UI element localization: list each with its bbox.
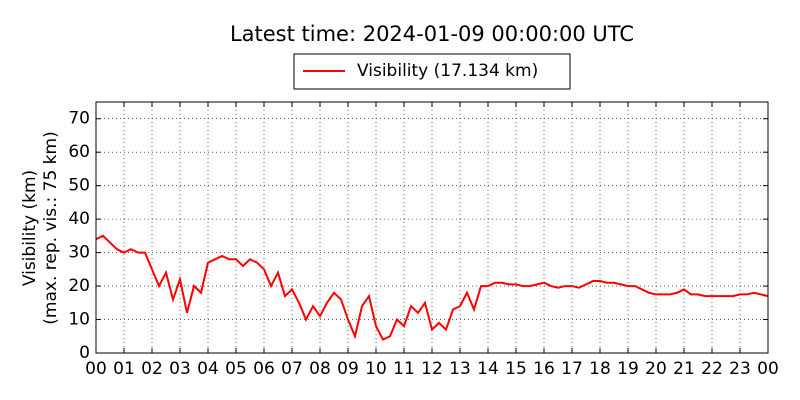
x-tick-label: 14 <box>477 359 499 379</box>
x-tick-label: 19 <box>617 359 639 379</box>
x-tick-label: 15 <box>505 359 527 379</box>
x-tick-label: 12 <box>421 359 443 379</box>
x-tick-label: 06 <box>253 359 275 379</box>
y-tick-label: 60 <box>68 142 90 162</box>
y-tick-label: 40 <box>68 209 90 229</box>
x-tick-label: 23 <box>729 359 751 379</box>
y-axis-label: (max. rep. vis.: 75 km) <box>41 131 61 324</box>
x-tick-label: 01 <box>113 359 135 379</box>
x-tick-label: 11 <box>393 359 415 379</box>
x-tick-label: 05 <box>225 359 247 379</box>
x-tick-label: 21 <box>673 359 695 379</box>
y-tick-label: 30 <box>68 243 90 263</box>
x-tick-label: 18 <box>589 359 611 379</box>
x-tick-label: 17 <box>561 359 583 379</box>
y-tick-label: 10 <box>68 310 90 330</box>
x-tick-label: 00 <box>757 359 779 379</box>
y-tick-label: 0 <box>79 343 90 363</box>
x-tick-label: 07 <box>281 359 303 379</box>
y-tick-label: 70 <box>68 109 90 129</box>
x-tick-label: 20 <box>645 359 667 379</box>
x-tick-label: 00 <box>85 359 107 379</box>
x-tick-label: 22 <box>701 359 723 379</box>
x-tick-label: 03 <box>169 359 191 379</box>
x-tick-label: 02 <box>141 359 163 379</box>
chart-title: Latest time: 2024-01-09 00:00:00 UTC <box>230 22 634 46</box>
y-tick-label: 50 <box>68 176 90 196</box>
plot-frame <box>95 101 769 354</box>
x-tick-label: 13 <box>449 359 471 379</box>
x-tick-label: 04 <box>197 359 219 379</box>
x-tick-label: 16 <box>533 359 555 379</box>
y-tick-label: 20 <box>68 276 90 296</box>
x-tick-label: 10 <box>365 359 387 379</box>
data-line <box>95 234 769 341</box>
y-axis-label: Visibility (km) <box>20 170 40 286</box>
x-tick-label: 09 <box>337 359 359 379</box>
x-tick-label: 08 <box>309 359 331 379</box>
legend-label: Visibility (17.134 km) <box>357 61 538 81</box>
